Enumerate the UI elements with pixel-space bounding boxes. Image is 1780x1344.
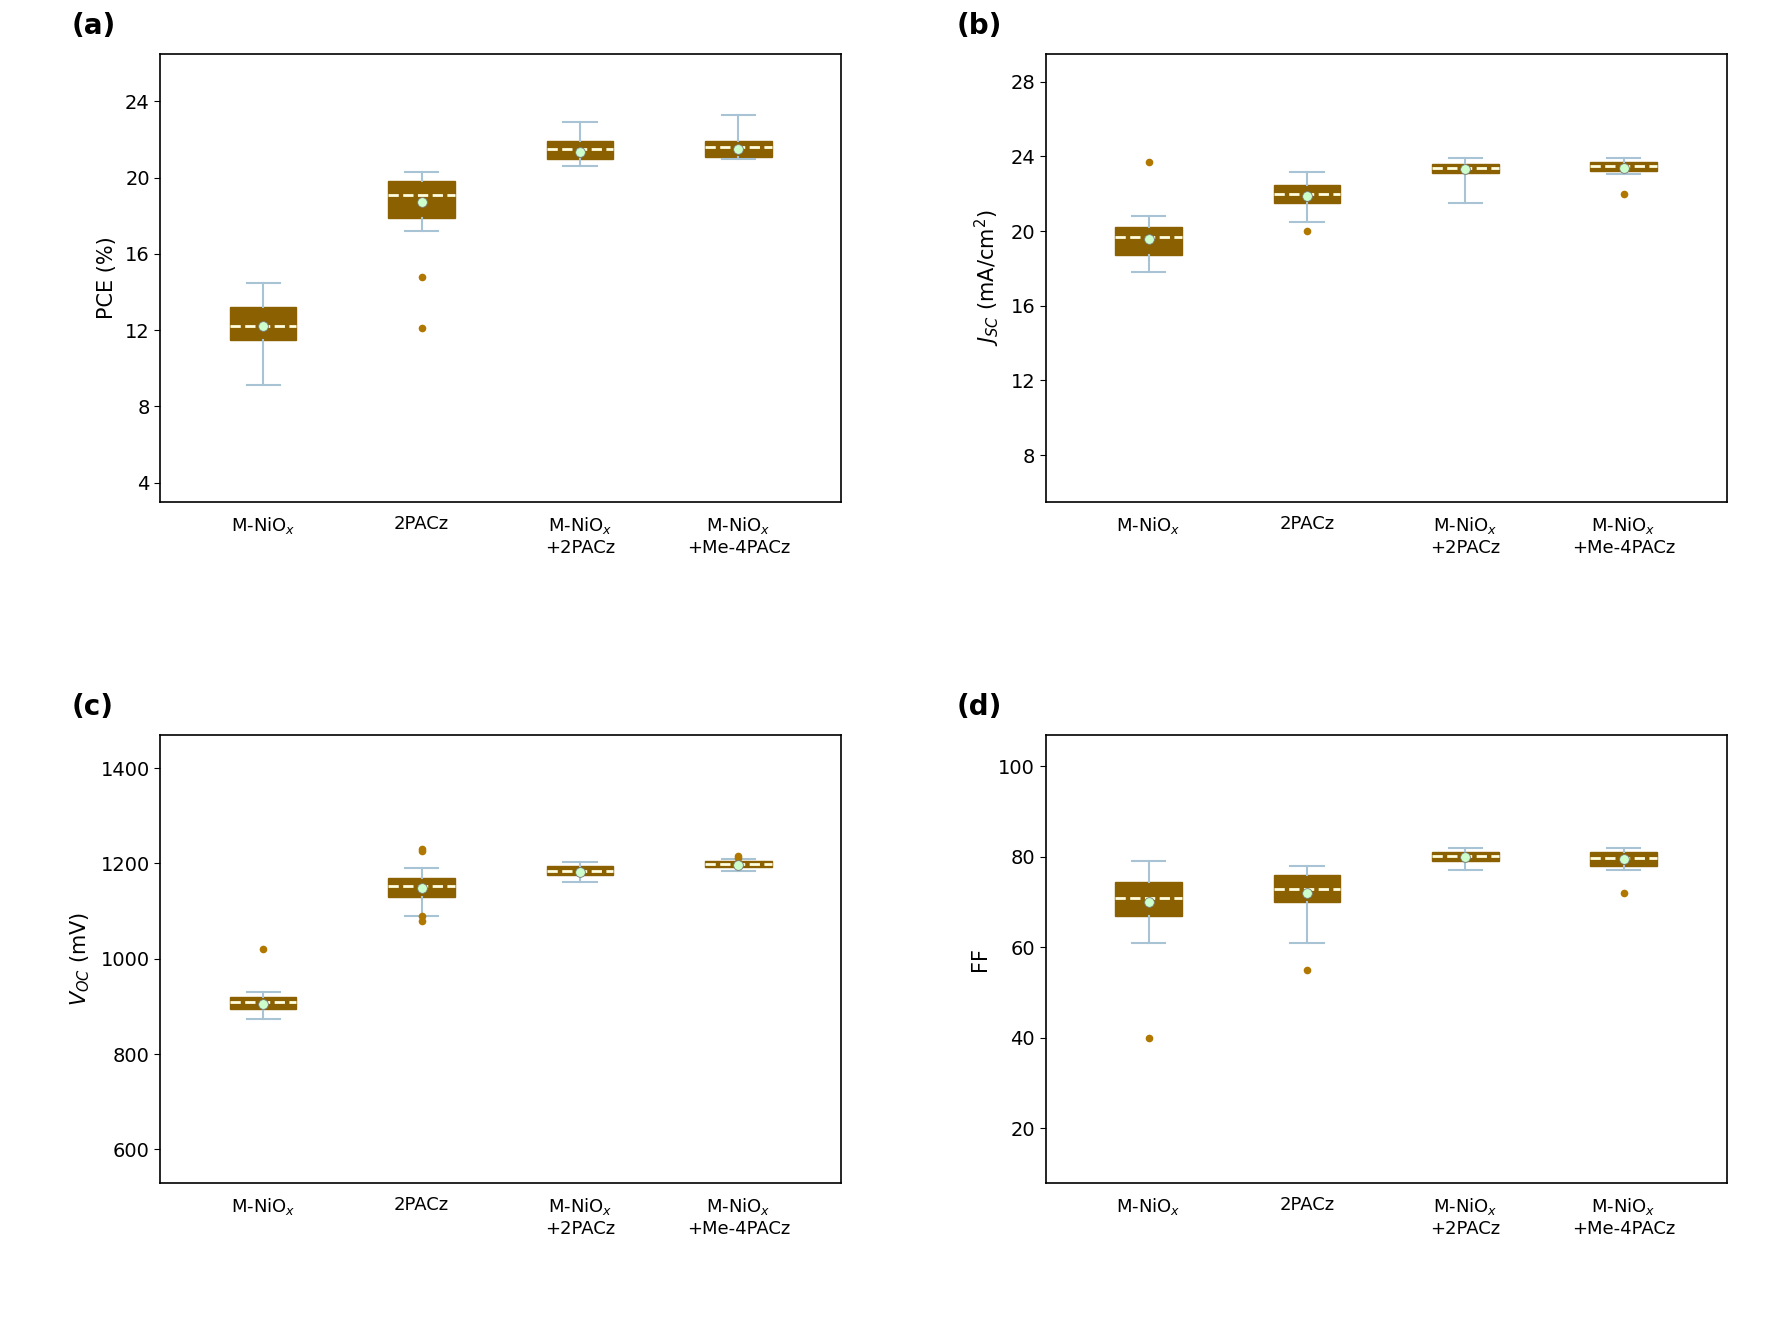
Text: (d): (d) [958, 694, 1002, 722]
Text: (c): (c) [71, 694, 114, 722]
PathPatch shape [1590, 163, 1657, 172]
Text: (b): (b) [958, 12, 1002, 40]
PathPatch shape [705, 141, 771, 157]
PathPatch shape [1274, 875, 1340, 902]
Text: (a): (a) [71, 12, 116, 40]
PathPatch shape [546, 141, 612, 159]
Y-axis label: $V_{OC}$ (mV): $V_{OC}$ (mV) [69, 911, 93, 1005]
PathPatch shape [388, 878, 456, 896]
PathPatch shape [546, 866, 612, 875]
PathPatch shape [388, 181, 456, 218]
PathPatch shape [1116, 882, 1182, 915]
PathPatch shape [705, 862, 771, 867]
PathPatch shape [230, 308, 297, 340]
PathPatch shape [1274, 185, 1340, 203]
Y-axis label: PCE (%): PCE (%) [96, 237, 117, 319]
PathPatch shape [1590, 852, 1657, 866]
PathPatch shape [1431, 852, 1499, 862]
PathPatch shape [1116, 227, 1182, 255]
Y-axis label: $J_{SC}$ (mA/cm$^2$): $J_{SC}$ (mA/cm$^2$) [974, 210, 1002, 345]
Y-axis label: FF: FF [970, 946, 990, 970]
PathPatch shape [1431, 164, 1499, 173]
PathPatch shape [230, 997, 297, 1009]
